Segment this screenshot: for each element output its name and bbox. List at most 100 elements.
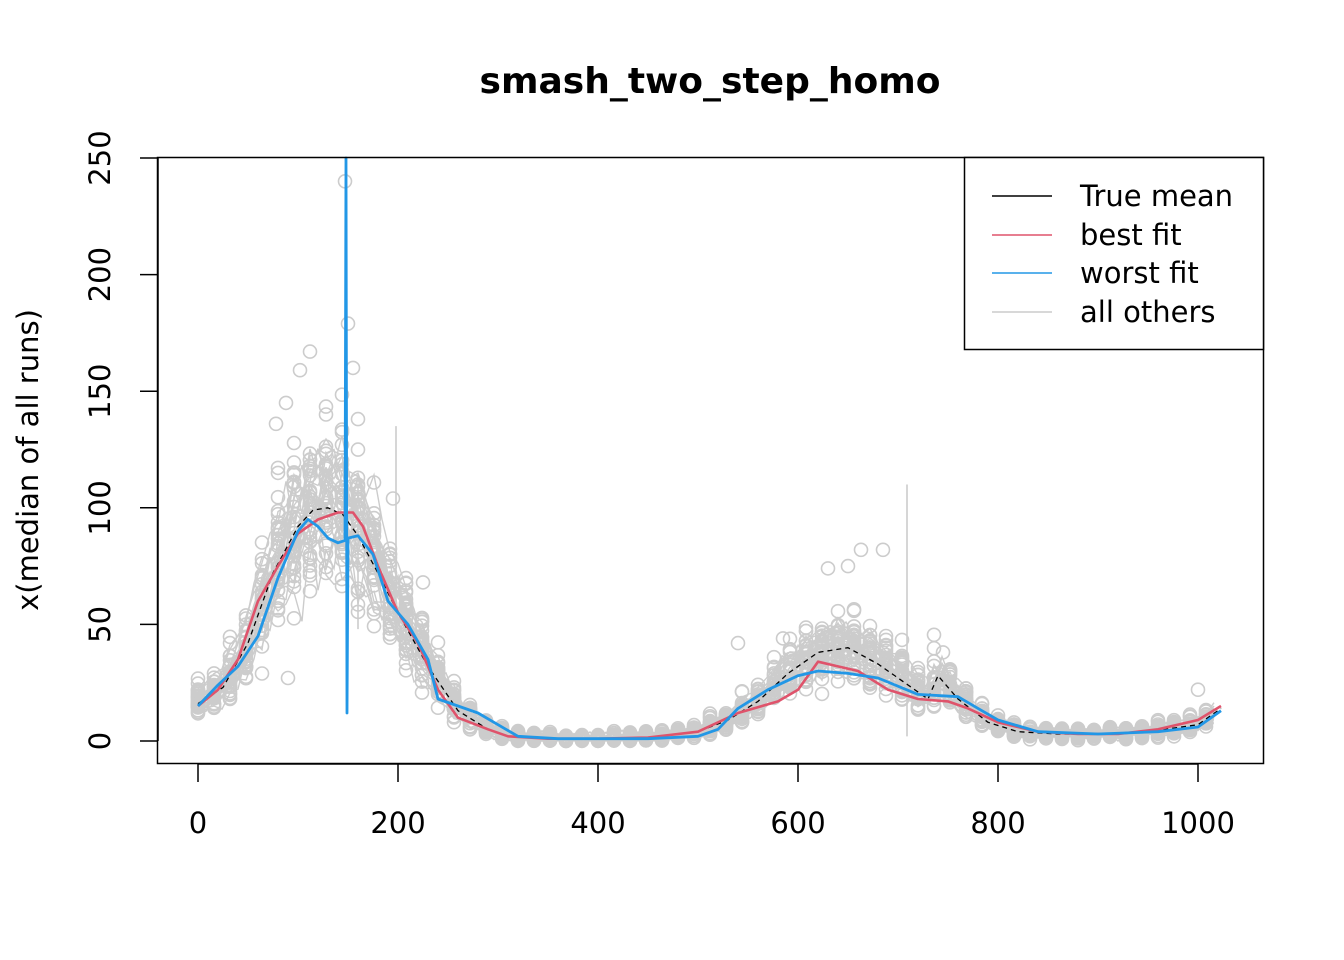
other-point: [942, 678, 958, 694]
legend: True mean best fit worst fit all others: [963, 156, 1265, 351]
other-point: [366, 602, 382, 617]
other-point: [318, 565, 334, 581]
other-point: [270, 612, 286, 628]
other-point: [414, 618, 430, 634]
other-point: [292, 362, 308, 378]
other-point: [270, 519, 286, 535]
other-point: [846, 631, 862, 646]
y-tick-label: 250: [83, 130, 117, 185]
other-point: [622, 728, 638, 743]
other-point: [814, 686, 830, 702]
y-tick-label: 100: [83, 480, 117, 535]
other-point: [398, 599, 414, 614]
other-point: [278, 395, 294, 411]
other-point: [366, 618, 382, 634]
other-point: [910, 667, 926, 683]
other-point: [1190, 682, 1206, 698]
other-point: [926, 690, 942, 705]
legend-label-true-mean: True mean: [1079, 179, 1233, 213]
x-tick-label: 600: [770, 806, 825, 840]
other-point: [798, 620, 814, 635]
other-point: [414, 685, 430, 700]
other-point: [366, 475, 382, 490]
other-point: [286, 435, 302, 451]
other-point: [590, 727, 606, 743]
y-axis-title: x(median of all runs): [11, 309, 45, 611]
other-point: [526, 733, 542, 749]
other-fit-line: [197, 450, 1215, 742]
other-point: [286, 610, 302, 626]
other-point: [798, 651, 814, 667]
other-point: [462, 702, 478, 717]
other-point: [206, 685, 222, 700]
chart-title: smash_two_step_homo: [480, 61, 941, 102]
legend-label-best-fit: best fit: [1080, 218, 1182, 252]
x-tick-label: 800: [970, 806, 1025, 840]
y-tick-label: 0: [83, 732, 117, 750]
other-point: [334, 466, 350, 482]
other-point: [862, 650, 878, 666]
other-point: [366, 510, 382, 526]
legend-label-worst-fit: worst fit: [1080, 256, 1199, 290]
other-point: [318, 407, 334, 422]
other-point: [862, 618, 878, 634]
other-point: [830, 603, 846, 619]
other-point: [382, 630, 398, 646]
other-point: [1118, 721, 1134, 737]
other-point: [286, 467, 302, 483]
other-point: [270, 601, 286, 616]
legend-label-all-others: all others: [1080, 295, 1215, 329]
other-point: [574, 729, 590, 745]
other-fit-line: [197, 489, 1215, 742]
other-point: [814, 621, 830, 636]
other-point: [730, 635, 746, 651]
other-point: [190, 682, 206, 698]
other-point: [430, 678, 446, 694]
other-point: [302, 344, 318, 359]
other-point: [926, 640, 942, 656]
other-point: [206, 670, 222, 686]
other-point: [775, 631, 791, 646]
other-point: [430, 700, 446, 716]
x-tick-label: 1000: [1161, 806, 1235, 840]
y-tick-label: 50: [83, 606, 117, 643]
other-point: [398, 616, 414, 631]
other-point: [222, 666, 238, 681]
other-point: [270, 460, 286, 476]
other-point: [766, 668, 782, 683]
other-point: [846, 658, 862, 674]
other-point: [398, 591, 414, 607]
other-point: [853, 542, 869, 558]
other-point: [270, 489, 286, 505]
other-point: [926, 627, 942, 643]
other-point: [385, 491, 401, 506]
other-point: [830, 641, 846, 656]
other-point: [820, 561, 836, 576]
other-point: [414, 610, 430, 626]
other-point: [222, 690, 238, 706]
other-point: [270, 465, 286, 481]
other-point: [318, 559, 334, 575]
other-point: [862, 634, 878, 650]
other-point: [254, 618, 270, 634]
other-point: [542, 732, 558, 748]
other-point: [254, 584, 270, 600]
other-point: [350, 411, 366, 427]
other-point: [398, 576, 414, 592]
x-tick-label: 200: [370, 806, 425, 840]
other-point: [318, 399, 334, 414]
y-tick-label: 200: [83, 247, 117, 302]
x-axis: 0 200 400 600 800 1000: [189, 763, 1235, 840]
other-fit-line: [197, 489, 1215, 742]
y-axis: 0 50 100 150 200 250: [83, 130, 159, 750]
other-point: [280, 670, 296, 686]
other-point: [398, 662, 414, 678]
other-point: [302, 452, 318, 468]
other-point: [382, 626, 398, 642]
other-point: [430, 635, 446, 650]
other-point: [350, 442, 366, 457]
other-fit-line: [197, 466, 1215, 742]
other-point: [878, 643, 894, 659]
other-point: [318, 513, 334, 528]
other-point: [1054, 721, 1070, 737]
